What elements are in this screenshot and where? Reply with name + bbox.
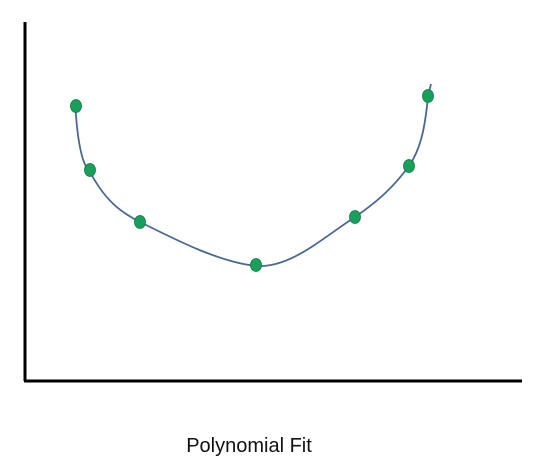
data-points (70, 89, 434, 272)
data-point (84, 163, 96, 177)
data-point (134, 215, 146, 229)
data-point (403, 159, 415, 173)
data-point (250, 258, 262, 272)
caption: Polynomial Fit (186, 435, 312, 457)
data-point (70, 99, 82, 113)
fit-curve (74, 83, 432, 267)
data-point (422, 89, 434, 103)
data-point (349, 210, 361, 224)
